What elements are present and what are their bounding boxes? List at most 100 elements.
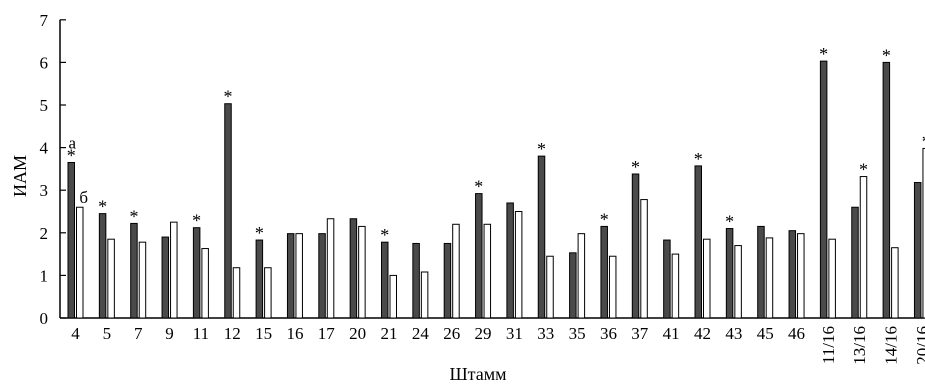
bar-series-a <box>443 242 452 319</box>
bar-series-b <box>671 253 680 319</box>
bar-series-a <box>694 165 702 319</box>
bar-series-a <box>286 233 295 319</box>
x-tick-label: 37 <box>631 324 649 343</box>
significance-star: * <box>98 197 107 217</box>
bar-series-a <box>569 252 577 319</box>
bar-series-b <box>608 255 617 319</box>
bar-series-b <box>138 241 147 319</box>
y-tick-label: 0 <box>40 309 49 328</box>
significance-star: * <box>537 139 546 159</box>
x-tick-label: 11/16 <box>819 326 838 364</box>
bar-series-a <box>757 225 765 319</box>
x-axis: 4 5 7 9 11 12 15 16 17 20 21 24 26 29 31 33 35 36 37 41 42 43… <box>60 317 925 365</box>
x-tick-label: 41 <box>663 324 680 343</box>
bar-series-b <box>922 147 925 319</box>
bar-series-a <box>130 222 138 319</box>
y-tick-label: 3 <box>40 181 49 200</box>
bar-series-b <box>264 267 272 319</box>
x-tick-label: 20 <box>349 324 366 343</box>
bar-series-b <box>483 223 492 319</box>
bar-series-b <box>703 238 711 319</box>
x-tick-label: 29 <box>475 324 492 343</box>
y-tick-label: 7 <box>40 11 49 30</box>
bar-series-a <box>255 239 264 319</box>
x-tick-label: 26 <box>443 324 460 343</box>
significance-star: * <box>67 146 76 166</box>
significance-star: * <box>859 160 868 180</box>
significance-star: * <box>129 206 138 226</box>
x-tick-label: 42 <box>694 324 711 343</box>
bar-series-a <box>98 213 107 319</box>
x-tick-label: 5 <box>103 324 112 343</box>
bar-series-b <box>859 176 868 319</box>
x-tick-label: 43 <box>725 324 742 343</box>
bar-series-b <box>420 271 429 319</box>
bar-series-b <box>170 221 178 319</box>
bar-series-a <box>537 155 546 319</box>
bar-series-a <box>788 230 797 319</box>
bar-series-b <box>232 267 241 319</box>
significance-star: * <box>474 177 483 197</box>
bar-series-a <box>663 239 671 319</box>
x-axis-title: Штамм <box>449 364 506 384</box>
significance-star: * <box>725 212 734 232</box>
bar-series-a <box>412 242 420 319</box>
x-tick-label: 24 <box>412 324 430 343</box>
x-tick-label: 33 <box>537 324 554 343</box>
y-tick-label: 6 <box>40 53 49 72</box>
bar-series-a <box>161 236 170 319</box>
x-tick-label: 17 <box>318 324 336 343</box>
bar-series-b <box>326 218 335 319</box>
significance-star: * <box>600 209 609 229</box>
significance-star: * <box>882 45 891 65</box>
bar-series-b <box>640 199 648 319</box>
y-tick-label: 5 <box>40 96 49 115</box>
y-tick-label: 1 <box>40 266 49 285</box>
bar-series-a <box>475 193 483 319</box>
bar-series-a <box>506 202 514 319</box>
bar-series-b <box>389 274 397 319</box>
bar-series-a <box>192 227 201 319</box>
bar-series-a <box>600 225 608 319</box>
x-tick-label: 46 <box>788 324 805 343</box>
x-tick-label: 15 <box>255 324 272 343</box>
significance-star: * <box>819 44 828 64</box>
bar-series-b <box>546 255 554 319</box>
bar-series-a <box>851 206 859 319</box>
y-axis-title: ИАМ <box>10 155 30 197</box>
x-tick-label: 36 <box>600 324 617 343</box>
significance-markers: *****************аб <box>67 44 925 245</box>
bar-series-b <box>577 233 586 319</box>
bar-series-b <box>295 233 303 319</box>
bar-series-a <box>882 61 891 319</box>
bar-series-b <box>452 223 460 319</box>
significance-star: * <box>631 157 640 177</box>
bar-series-b <box>514 211 523 319</box>
significance-star: * <box>224 87 233 107</box>
bar-series-b <box>734 245 742 319</box>
significance-star: * <box>694 149 703 169</box>
x-tick-label: 21 <box>381 324 398 343</box>
x-tick-label: 14/16 <box>882 326 901 365</box>
y-axis: 0 1 2 3 4 5 6 7 <box>40 11 66 328</box>
significance-star: * <box>255 223 264 243</box>
bar-series-a <box>67 162 75 319</box>
bar-series-b <box>107 238 115 319</box>
bar-series-b <box>891 247 899 319</box>
bar-series-a <box>725 228 734 319</box>
x-tick-label: 4 <box>71 324 80 343</box>
series-label-a: а <box>68 134 76 153</box>
series-label-b: б <box>79 188 88 207</box>
bars <box>67 60 925 319</box>
x-tick-label: 31 <box>506 324 523 343</box>
bar-series-a <box>819 60 828 319</box>
bar-series-a <box>318 233 326 319</box>
x-tick-label: 16 <box>286 324 303 343</box>
bar-series-b <box>828 238 836 319</box>
bar-series-b <box>797 233 805 319</box>
bar-series-a <box>224 103 232 319</box>
bar-series-a <box>381 241 389 319</box>
bar-series-a <box>913 182 922 319</box>
x-tick-label: 35 <box>569 324 586 343</box>
